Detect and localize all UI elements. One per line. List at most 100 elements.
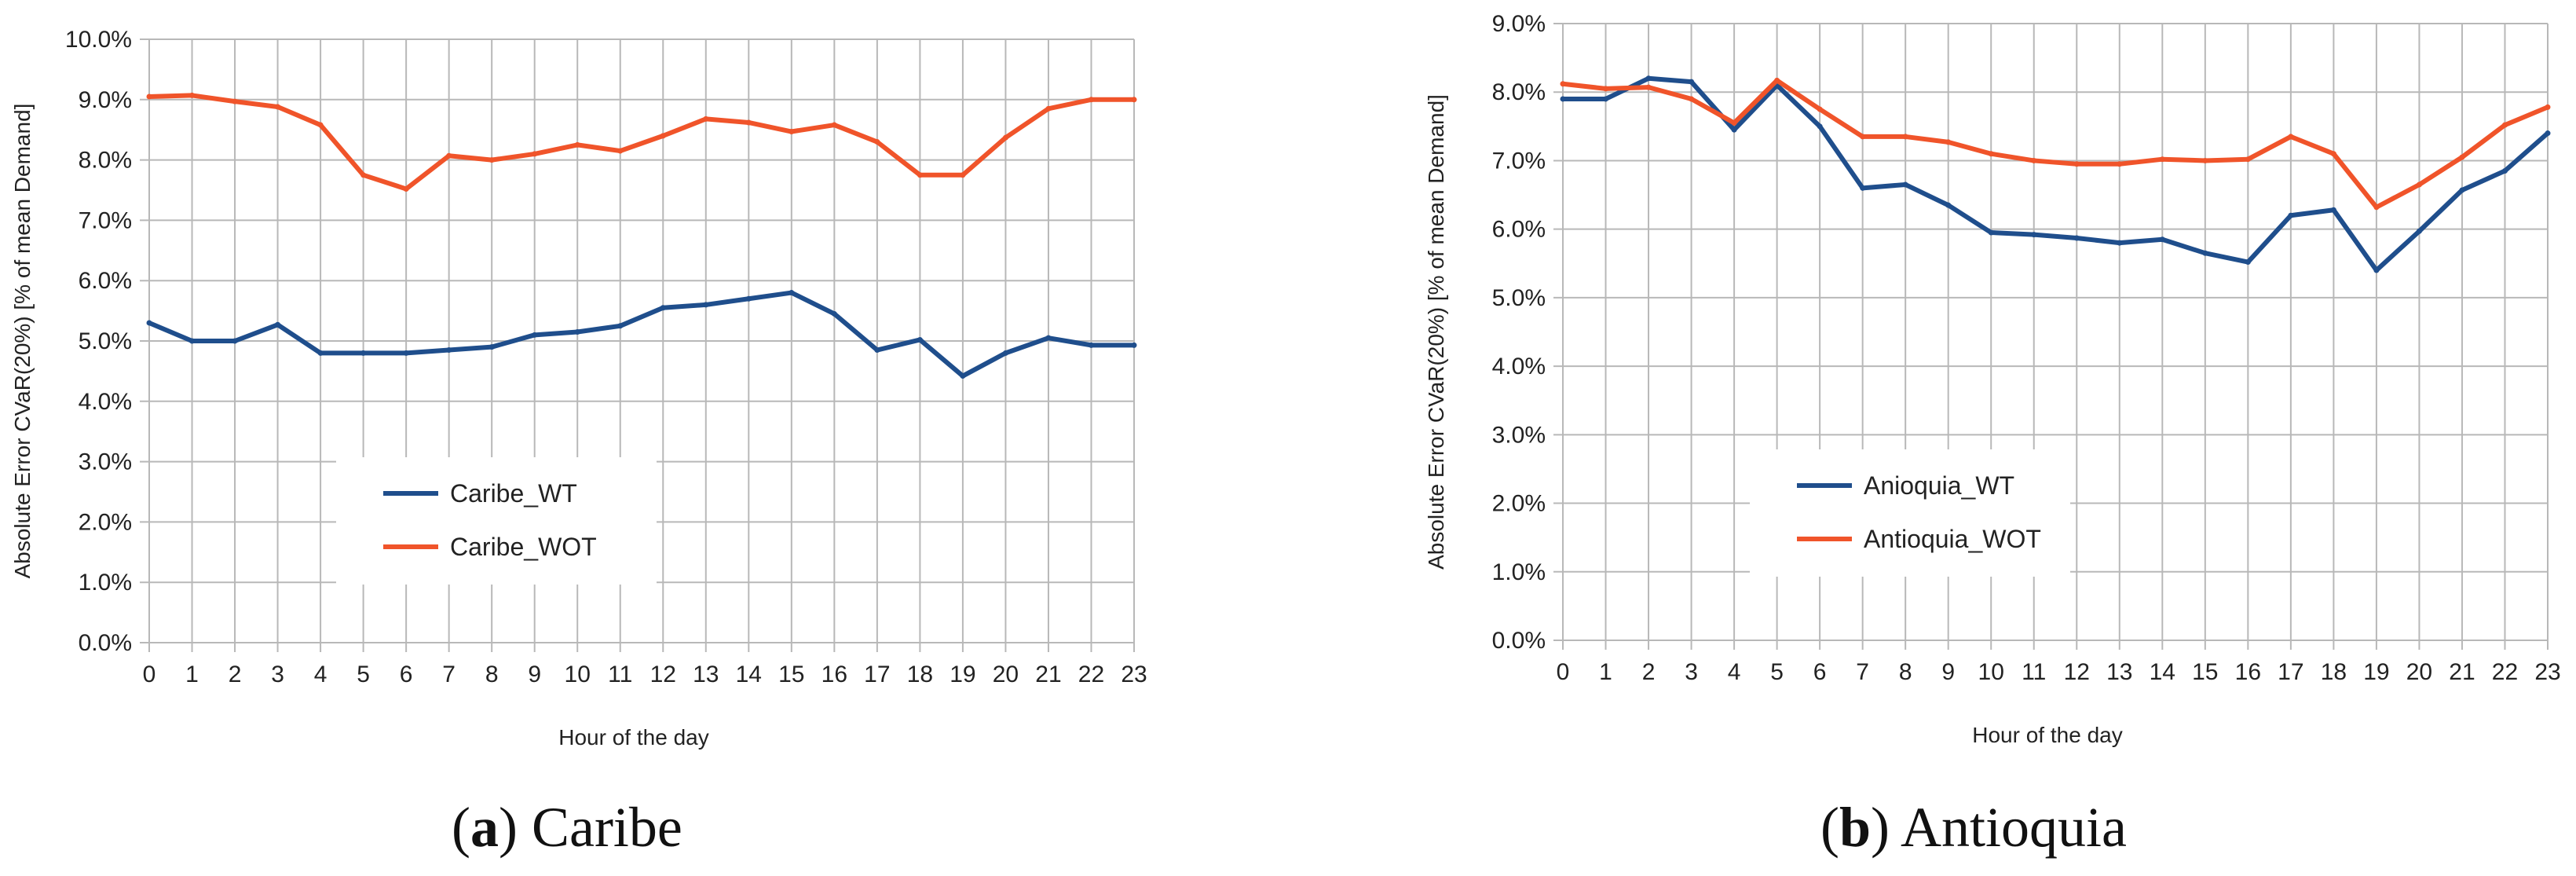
data-point (1988, 229, 1994, 236)
data-point (1603, 96, 1609, 102)
y-tick-label: 8.0% (79, 148, 132, 174)
legend-box (1750, 449, 2070, 577)
data-point (2501, 168, 2508, 174)
data-point (275, 104, 281, 110)
data-point (360, 172, 367, 178)
data-point (2159, 156, 2165, 163)
data-point (488, 344, 495, 350)
data-point (1131, 97, 1137, 103)
legend-box (336, 457, 657, 585)
data-point (146, 93, 152, 100)
data-point (1731, 119, 1737, 126)
x-tick-label: 17 (2278, 659, 2303, 685)
y-axis-title: Absolute Error CVaR(20%) [% of mean Dema… (1424, 94, 1448, 570)
x-tick-label: 3 (271, 662, 284, 687)
y-tick-label: 6.0% (1492, 217, 1546, 243)
x-tick-label: 4 (1728, 659, 1741, 685)
data-point (1045, 335, 1052, 341)
data-point (703, 302, 709, 308)
data-point (2330, 151, 2336, 157)
data-point (317, 350, 324, 356)
data-point (2288, 134, 2294, 140)
y-tick-label: 6.0% (79, 268, 132, 294)
data-point (403, 350, 409, 356)
x-tick-label: 6 (1813, 659, 1827, 685)
x-tick-label: 22 (2492, 659, 2518, 685)
data-point (745, 295, 752, 302)
data-point (2117, 161, 2123, 167)
data-point (1045, 105, 1052, 112)
data-point (275, 321, 281, 328)
x-tick-label: 13 (2106, 659, 2132, 685)
y-tick-label: 7.0% (1492, 148, 1546, 174)
y-axis-title: Absolute Error CVaR(20%) [% of mean Dema… (10, 104, 35, 579)
data-point (1002, 134, 1008, 141)
data-point (1902, 181, 1908, 188)
x-tick-label: 10 (1978, 659, 2004, 685)
x-tick-label: 23 (2534, 659, 2560, 685)
data-point (1860, 134, 1866, 140)
x-tick-label: 16 (821, 662, 847, 687)
x-tick-label: 21 (1035, 662, 1061, 687)
data-point (1088, 342, 1094, 348)
data-point (2459, 187, 2465, 193)
data-point (532, 151, 538, 157)
series-line-Caribe_WT (148, 290, 1134, 379)
data-point (789, 290, 795, 296)
data-point (1774, 77, 1780, 83)
x-axis-title: Hour of the day (558, 725, 708, 750)
data-point (1645, 75, 1652, 82)
legend-label: Antioquia_WOT (1864, 525, 2041, 553)
data-point (2416, 228, 2422, 234)
data-point (1945, 139, 1952, 145)
caption-antioquia: (b) Antioquia (1820, 796, 2128, 859)
x-tick-label: 12 (650, 662, 676, 687)
y-tick-label: 9.0% (1492, 11, 1546, 37)
x-tick-label: 2 (229, 662, 242, 687)
data-point (2031, 232, 2037, 238)
y-tick-label: 1.0% (79, 570, 132, 596)
x-tick-label: 18 (907, 662, 933, 687)
x-tick-label: 6 (400, 662, 413, 687)
data-point (617, 148, 624, 154)
y-tick-label: 2.0% (79, 509, 132, 535)
data-point (146, 320, 152, 326)
x-tick-label: 0 (1557, 659, 1570, 685)
y-tick-label: 10.0% (65, 27, 132, 53)
y-tick-label: 4.0% (79, 389, 132, 415)
data-point (2031, 157, 2037, 163)
data-point (488, 157, 495, 163)
data-point (1817, 123, 1823, 130)
caption-name: Caribe (531, 796, 682, 859)
x-tick-label: 1 (185, 662, 199, 687)
y-tick-label: 0.0% (1492, 628, 1546, 654)
data-point (2373, 267, 2380, 273)
x-tick-label: 3 (1685, 659, 1698, 685)
data-point (2416, 181, 2422, 188)
data-point (446, 347, 452, 354)
y-tick-label: 5.0% (79, 328, 132, 354)
data-point (831, 310, 837, 317)
data-point (232, 338, 238, 344)
data-point (1902, 134, 1908, 140)
data-point (532, 332, 538, 338)
legend-label: Caribe_WT (450, 479, 577, 508)
x-tick-label: 7 (442, 662, 456, 687)
legend-label: Caribe_WOT (450, 533, 597, 561)
x-tick-label: 5 (357, 662, 370, 687)
x-tick-label: 16 (2235, 659, 2261, 685)
x-tick-label: 21 (2449, 659, 2475, 685)
x-tick-label: 17 (864, 662, 890, 687)
x-tick-label: 7 (1856, 659, 1869, 685)
data-point (2288, 212, 2294, 218)
data-point (232, 98, 238, 104)
x-tick-label: 14 (736, 662, 762, 687)
data-point (874, 347, 880, 354)
legend-label: Anioquia_WT (1864, 471, 2014, 500)
x-tick-label: 11 (608, 662, 632, 687)
data-point (703, 115, 709, 122)
chart-caribe: 0.0% 1.0% 2.0% 3.0% 4.0% 5.0% 6.0% 7.0% 8.0% 9.0%… (10, 27, 1147, 750)
data-point (745, 119, 752, 126)
x-tick-label: 15 (778, 662, 804, 687)
data-point (1560, 96, 1566, 102)
